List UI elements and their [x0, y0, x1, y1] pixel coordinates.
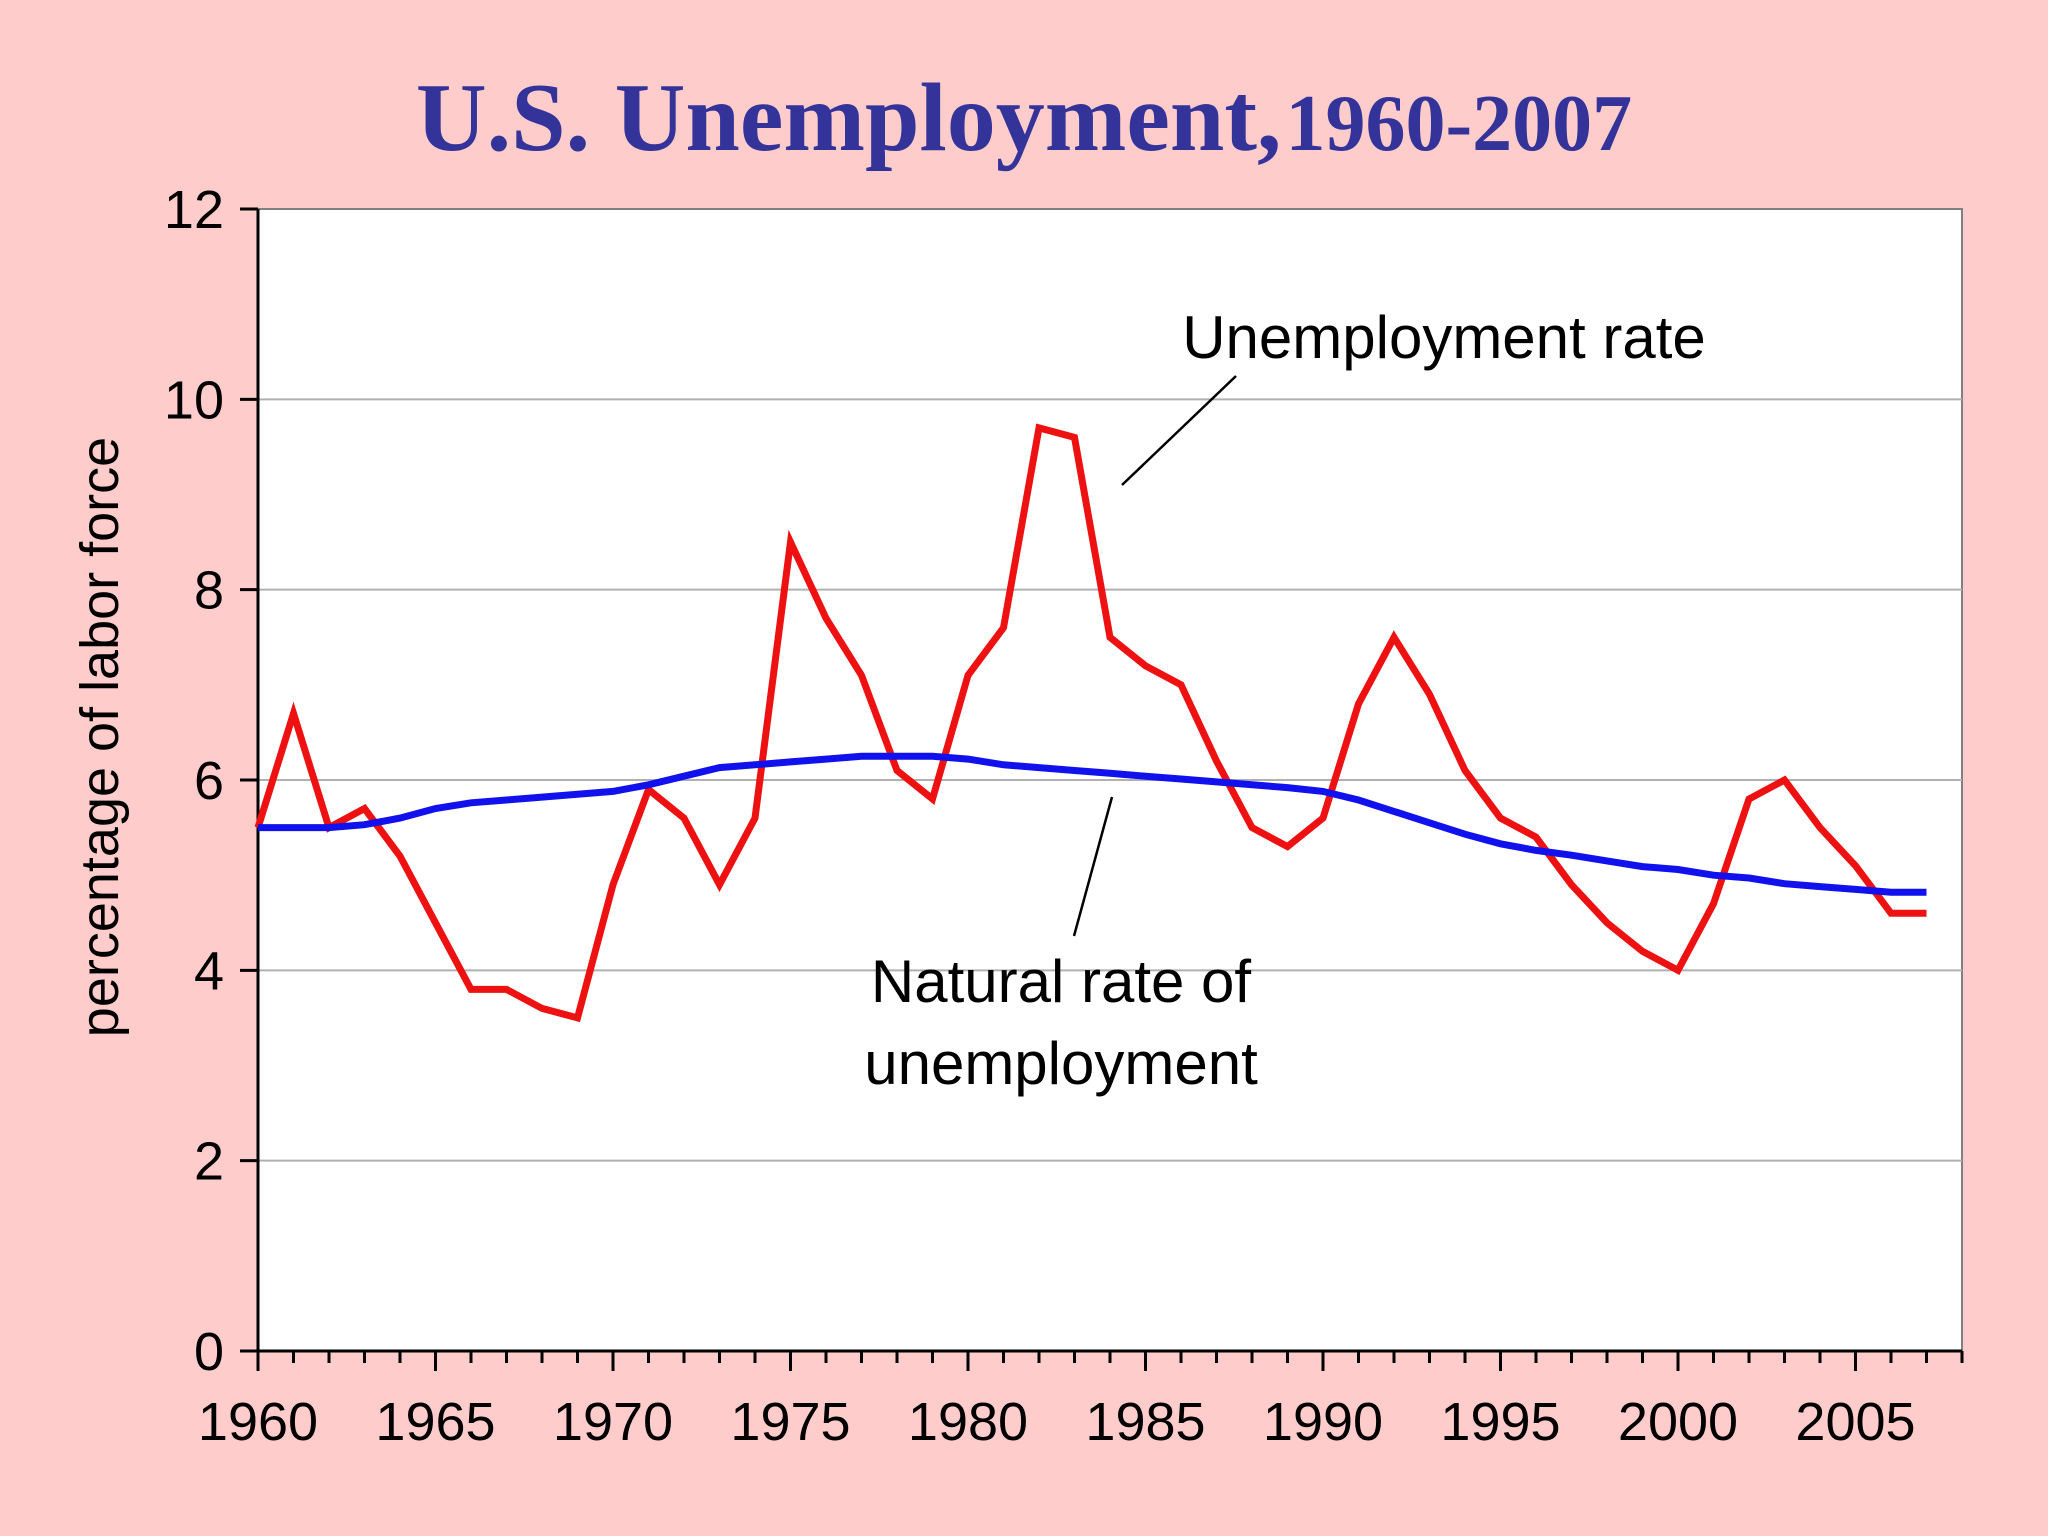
- x-tick-label: 1980: [908, 1392, 1028, 1452]
- annotation-leader: [1072, 796, 1114, 937]
- y-tick-label: 6: [194, 751, 224, 811]
- x-tick-label: 2000: [1618, 1392, 1738, 1452]
- annotation-label: unemployment: [864, 1030, 1258, 1097]
- x-tick-label: 2005: [1795, 1392, 1915, 1452]
- x-tick-label: 1970: [553, 1392, 673, 1452]
- y-tick-label: 8: [194, 561, 224, 621]
- y-tick-label: 10: [164, 370, 224, 430]
- series-lines: [254, 423, 1927, 1023]
- annotation-label: Natural rate of: [871, 948, 1252, 1015]
- y-axis-label: percentage of labor force: [70, 437, 130, 1037]
- x-tick-label: 1975: [730, 1392, 850, 1452]
- chart-title: U.S. Unemployment, 1960-2007: [0, 62, 2048, 174]
- x-tick-label: 1960: [198, 1392, 318, 1452]
- y-tick-label: 12: [164, 180, 224, 240]
- unemployment-rate-line: [254, 423, 1927, 1023]
- natural-rate-line: [258, 752, 1927, 896]
- annotation-leader: [1121, 375, 1237, 486]
- axes: 0 2 4 6 8 10 12 1960 1965 1970 1975 1980 1985 1990 199…: [164, 180, 1964, 1452]
- chart-title-years: 1960-2007: [1285, 80, 1633, 168]
- x-tick-label: 1985: [1085, 1392, 1205, 1452]
- chart-title-main: U.S. Unemployment,: [415, 64, 1282, 172]
- y-tick-label: 4: [194, 941, 224, 1001]
- y-tick-label: 2: [194, 1132, 224, 1192]
- x-tick-label: 1995: [1440, 1392, 1560, 1452]
- annotations: Unemployment rate Natural rate of unemploy…: [864, 304, 1706, 1097]
- annotation-label: Unemployment rate: [1182, 304, 1706, 371]
- x-tick-label: 1990: [1263, 1392, 1383, 1452]
- x-tick-label: 1965: [375, 1392, 495, 1452]
- y-tick-label: 0: [194, 1322, 224, 1382]
